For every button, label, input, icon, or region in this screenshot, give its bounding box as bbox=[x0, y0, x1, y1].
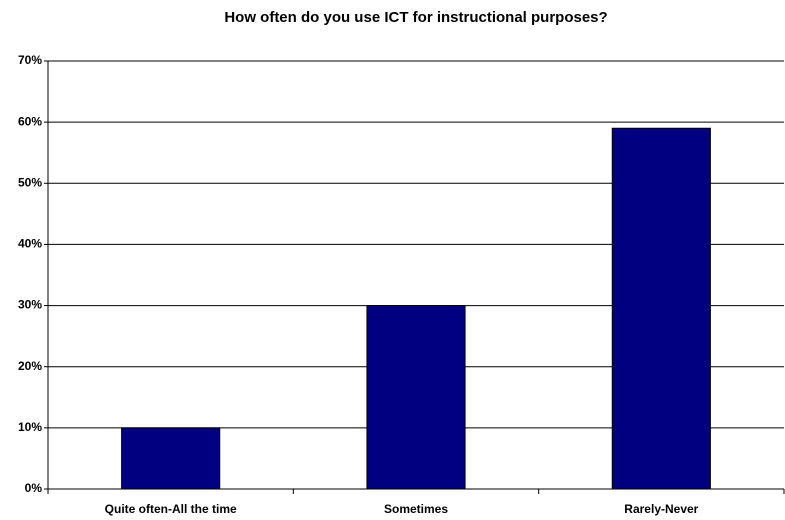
x-tick-label: Rarely-Never bbox=[624, 502, 698, 516]
y-tick-label: 70% bbox=[18, 53, 42, 67]
x-tick-label: Quite often-All the time bbox=[105, 502, 237, 516]
bar bbox=[121, 427, 221, 490]
chart-title: How often do you use ICT for instruction… bbox=[224, 9, 607, 26]
bar bbox=[366, 305, 466, 490]
y-tick-label: 60% bbox=[18, 114, 42, 128]
y-tick-label: 10% bbox=[18, 420, 42, 434]
y-tick-label: 20% bbox=[18, 359, 42, 373]
bar bbox=[611, 127, 711, 490]
y-tick-label: 50% bbox=[18, 175, 42, 189]
y-tick-label: 0% bbox=[25, 481, 43, 495]
y-tick-label: 30% bbox=[18, 298, 42, 312]
x-tick-label: Sometimes bbox=[384, 502, 448, 516]
y-tick-label: 40% bbox=[18, 237, 42, 251]
